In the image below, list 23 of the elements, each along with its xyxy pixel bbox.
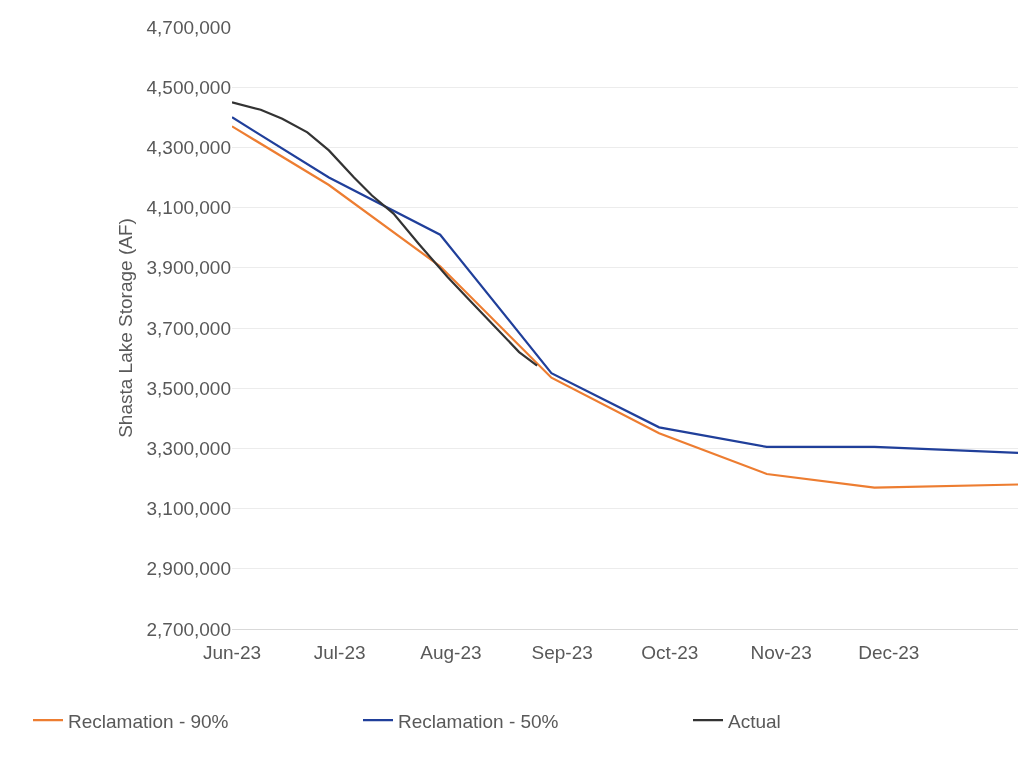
legend-label: Reclamation - 90% xyxy=(68,710,229,732)
x-tick-label: Dec-23 xyxy=(858,641,920,663)
line-series xyxy=(232,101,539,367)
x-tick-label: Jun-23 xyxy=(202,641,262,663)
y-tick-label: 4,500,000 xyxy=(146,76,231,98)
y-tick-label: 4,700,000 xyxy=(146,16,231,38)
y-tick-label: 2,900,000 xyxy=(146,558,231,580)
x-tick-label: Sep-23 xyxy=(531,641,593,663)
y-tick-label: 3,300,000 xyxy=(146,438,231,460)
y-tick-label: 2,700,000 xyxy=(146,618,231,640)
legend-label: Reclamation - 50% xyxy=(398,710,559,732)
legend-label: Actual xyxy=(728,710,781,732)
y-axis-title: Shasta Lake Storage (AF) xyxy=(115,218,137,438)
y-tick-label: 3,100,000 xyxy=(146,498,231,520)
y-tick-label: 4,100,000 xyxy=(146,197,231,219)
x-tick-label: Jul-23 xyxy=(313,641,366,663)
y-tick-label: 3,500,000 xyxy=(146,377,231,399)
y-tick-label: 4,300,000 xyxy=(146,137,231,159)
y-tick-label: 3,700,000 xyxy=(146,317,231,339)
x-tick-label: Oct-23 xyxy=(641,641,699,663)
x-tick-label: Nov-23 xyxy=(750,641,812,663)
x-tick-label: Aug-23 xyxy=(420,641,482,663)
y-tick-label: 3,900,000 xyxy=(146,257,231,279)
